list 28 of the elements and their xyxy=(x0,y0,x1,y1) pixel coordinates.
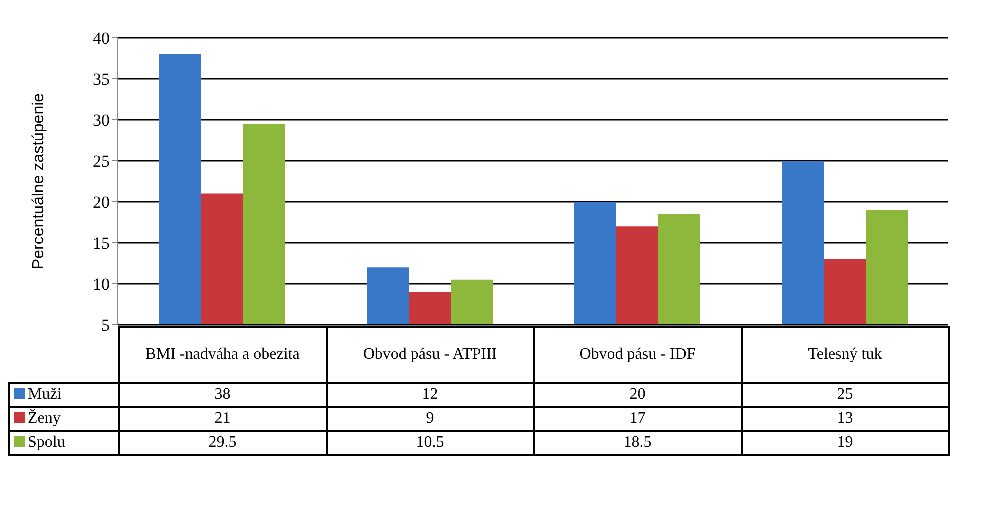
y-axis-title: Percentuálne zastúpenie xyxy=(30,93,48,270)
data-label: 21 xyxy=(119,407,326,431)
y-tick-label: 30 xyxy=(93,111,110,130)
x-tick-label: Obvod pásu - IDF xyxy=(534,327,742,383)
legend-label: Muži xyxy=(9,383,119,407)
data-label: 38 xyxy=(119,383,326,407)
y-tick-label: 40 xyxy=(93,29,110,48)
legend-label: Ženy xyxy=(9,407,119,431)
legend-label: Spolu xyxy=(9,431,119,455)
data-label: 10.5 xyxy=(326,431,534,455)
x-tick-label: BMI -nadváha a obezita xyxy=(119,327,326,383)
data-label: 17 xyxy=(534,407,742,431)
x-tick-label: Obvod pásu - ATPIII xyxy=(326,327,534,383)
y-tick-label: 25 xyxy=(93,152,110,172)
x-tick-label: Telesný tuk xyxy=(742,327,949,383)
data-label: 19 xyxy=(742,431,949,455)
y-tick-label: 15 xyxy=(93,234,110,254)
y-tick-label: 10 xyxy=(93,275,110,294)
data-label: 9 xyxy=(326,407,534,431)
y-tick-label: 5 xyxy=(102,316,110,336)
data-label: 12 xyxy=(326,383,534,407)
y-tick-label: 20 xyxy=(93,193,110,212)
data-label: 13 xyxy=(742,407,949,431)
data-label: 18.5 xyxy=(534,431,742,455)
data-label: 20 xyxy=(534,383,742,407)
data-label: 29.5 xyxy=(119,431,326,455)
y-tick-label: 35 xyxy=(93,70,110,90)
data-label: 25 xyxy=(742,383,949,407)
